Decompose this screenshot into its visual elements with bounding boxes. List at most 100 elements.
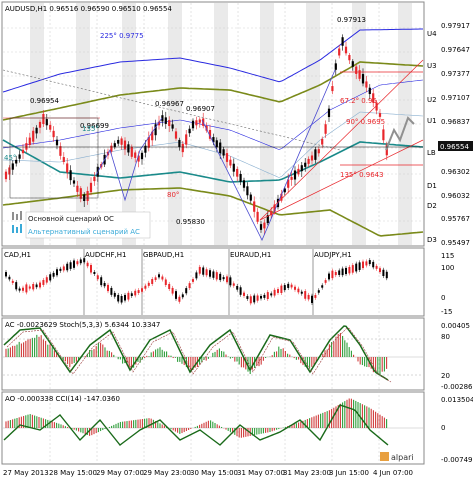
candle-body	[45, 119, 48, 126]
pair-candle-body	[297, 288, 300, 293]
x-label-6: 31 May 07:00	[237, 469, 285, 477]
pair-candle-body	[202, 267, 205, 275]
pair-candle-body	[358, 262, 361, 270]
pair-candle-body	[277, 289, 279, 293]
pair-candle-body	[300, 291, 303, 294]
candle-body	[212, 137, 215, 143]
candle-body	[157, 121, 161, 126]
y-tick-8: 0.95767	[441, 215, 470, 223]
pair-candle-body	[246, 296, 249, 299]
pair-candle-body	[385, 271, 388, 279]
candle-body	[246, 186, 249, 196]
fib-label-90: 90° 0.9695	[346, 118, 385, 126]
current-price-tag	[438, 141, 473, 151]
pair-candle-body	[239, 287, 242, 295]
pair-candle-body	[28, 286, 31, 289]
candle-body	[42, 113, 45, 125]
pair-label-euraud: EURAUD,H1	[230, 251, 271, 259]
y-tick-6: 0.96302	[441, 168, 470, 176]
candle-body	[188, 128, 191, 134]
candle-body	[130, 146, 133, 157]
candle-body	[38, 121, 42, 128]
candle-body	[164, 117, 167, 124]
pair-candle-body	[243, 292, 245, 296]
fib-label-45: 45°	[4, 154, 16, 162]
pair-candle-body	[382, 269, 385, 277]
y-tick-2: 0.97647	[441, 46, 470, 54]
pair-candle-body	[52, 272, 55, 277]
level-u3: U3	[427, 62, 437, 70]
pair-candle-body	[290, 284, 293, 288]
candle-body	[273, 204, 276, 212]
candle-body	[21, 149, 25, 154]
candle-body	[375, 102, 378, 111]
candle-body	[181, 143, 184, 153]
pair-candle-body	[5, 272, 7, 277]
candle-body	[355, 66, 358, 74]
pair-label-cad: CAD,H1	[4, 251, 31, 259]
legend-box	[25, 211, 151, 239]
pair-candle-body	[147, 282, 150, 286]
ao-tick-1: 0.013504	[441, 396, 473, 404]
y-tick-1: 0.97917	[441, 22, 470, 30]
level-u2: U2	[427, 96, 437, 104]
candle-body	[314, 149, 317, 160]
pair-candle-body	[249, 296, 252, 304]
candle-body	[331, 86, 334, 92]
pair-candle-body	[198, 266, 201, 274]
pair-candle-body	[32, 284, 35, 290]
candle-body	[321, 138, 324, 145]
x-label-8: 3 Jun 15:00	[329, 469, 369, 477]
pair-candle-body	[96, 275, 99, 280]
gray-bars-icon	[12, 211, 22, 220]
pair-candle-body	[25, 284, 28, 293]
candle-body	[171, 124, 174, 129]
candle-body	[368, 87, 371, 95]
pair-candle-body	[188, 283, 191, 289]
level-u4: U4	[427, 30, 437, 38]
candle-body	[229, 159, 232, 166]
pair-candle-body	[100, 277, 103, 286]
pair-candle-body	[331, 270, 334, 279]
candle-body	[147, 137, 150, 148]
pair-candle-body	[348, 266, 351, 274]
pair-candle-body	[355, 263, 358, 272]
candle-body	[287, 179, 290, 188]
level-lb: LB	[427, 149, 436, 157]
peak-label-1: 0.96954	[30, 97, 59, 105]
pair-candle-body	[229, 277, 232, 286]
candle-body	[174, 131, 178, 139]
pair-candle-body	[280, 285, 283, 294]
pair-candle-body	[66, 263, 69, 271]
candle-body	[280, 193, 283, 201]
pair-candle-body	[321, 285, 324, 288]
y-tick-7: 0.96032	[441, 192, 470, 200]
y-tick-3: 0.97377	[441, 70, 470, 78]
candle-body	[144, 145, 147, 153]
candle-body	[15, 159, 18, 164]
pair-candle-body	[195, 272, 198, 279]
pair-candle-body	[236, 285, 239, 290]
pair-candle-body	[192, 279, 194, 282]
level-d1: D1	[427, 182, 437, 190]
fib-fan-line	[259, 139, 424, 221]
stoch-main-line	[3, 325, 389, 381]
candle-body	[382, 129, 385, 141]
candle-body	[232, 163, 235, 172]
stoch-signal-line	[6, 327, 392, 383]
pair-candle-body	[127, 292, 130, 300]
candle-body	[358, 70, 361, 79]
pair-candle-body	[222, 277, 225, 280]
pair-candle-body	[226, 276, 228, 283]
legend-main-scenario: Основной сценарий ОС	[28, 215, 114, 223]
candle-body	[25, 143, 28, 150]
pair-candle-body	[273, 289, 276, 296]
pairs-panel[interactable]	[1, 247, 425, 317]
pair-label-audjpy: AUDJPY,H1	[314, 251, 352, 259]
candle-body	[11, 163, 14, 170]
pair-candle-body	[124, 294, 126, 301]
candle-body	[365, 81, 368, 88]
candle-body	[28, 137, 31, 146]
fib-fan-line	[259, 59, 424, 221]
